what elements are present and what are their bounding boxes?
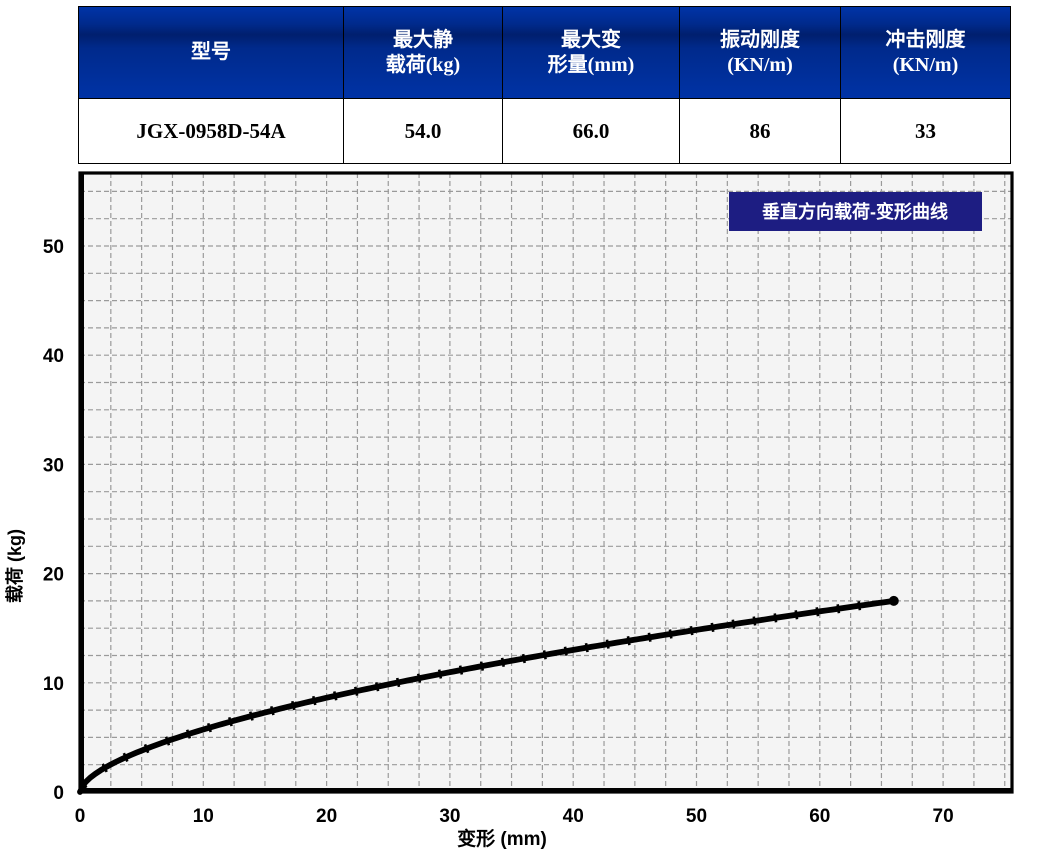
svg-text:30: 30 <box>43 455 64 476</box>
svg-text:20: 20 <box>43 565 64 586</box>
svg-text:40: 40 <box>43 346 64 367</box>
svg-text:载荷 (kg): 载荷 (kg) <box>4 529 25 603</box>
svg-text:40: 40 <box>563 806 584 827</box>
svg-text:60: 60 <box>809 806 830 827</box>
svg-text:10: 10 <box>193 806 214 827</box>
svg-text:30: 30 <box>439 806 460 827</box>
svg-text:变形 (mm): 变形 (mm) <box>457 827 547 850</box>
svg-text:50: 50 <box>686 806 707 827</box>
svg-text:20: 20 <box>316 806 337 827</box>
svg-text:垂直方向载荷-变形曲线: 垂直方向载荷-变形曲线 <box>762 201 948 222</box>
svg-text:10: 10 <box>43 674 64 695</box>
svg-text:0: 0 <box>53 783 64 804</box>
svg-text:70: 70 <box>933 806 954 827</box>
svg-text:50: 50 <box>43 237 64 258</box>
svg-text:0: 0 <box>75 806 86 827</box>
